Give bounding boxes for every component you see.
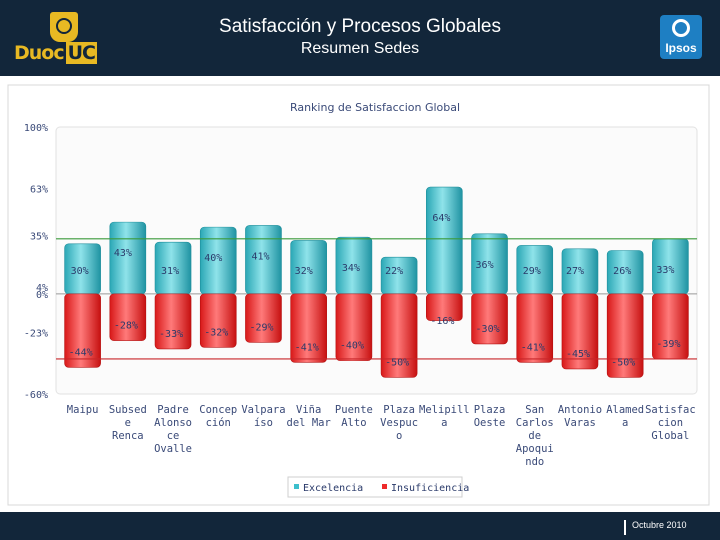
- bar-insuficiencia: [199, 293, 237, 348]
- data-label-excelencia: 41%: [251, 251, 269, 262]
- data-label-excelencia: 22%: [385, 266, 403, 277]
- data-label-excelencia: 27%: [566, 266, 584, 277]
- category-label: Melipill a: [419, 404, 470, 429]
- legend-label-excelencia: Excelencia: [303, 483, 363, 494]
- category-label: Antonio Varas: [558, 404, 602, 429]
- category-label: Satisfac cion Global: [645, 404, 696, 442]
- data-label-insuficiencia: -16%: [430, 316, 454, 327]
- bar-insuficiencia: [335, 293, 373, 361]
- bar-insuficiencia: [245, 293, 282, 343]
- page-title: Satisfacción y Procesos Globales: [219, 16, 501, 37]
- bar-insuficiencia: [606, 293, 644, 378]
- y-tick-label: 35%: [30, 231, 48, 242]
- bar-insuficiencia: [290, 293, 327, 363]
- category-label: Plaza Vespuc o: [380, 404, 418, 442]
- legend-box: [287, 476, 463, 498]
- bar-insuficiencia: [154, 293, 192, 350]
- category-label: Padre Alonso ce Ovalle: [154, 404, 192, 455]
- bar-insuficiencia: [64, 293, 101, 368]
- category-label: Subsed e Renca: [109, 404, 147, 442]
- category-label: Puente Alto: [335, 404, 373, 429]
- data-label-insuficiencia: -29%: [249, 322, 273, 333]
- bar-insuficiencia: [109, 293, 147, 341]
- bar-insuficiencia: [426, 293, 463, 321]
- bar-insuficiencia: [380, 293, 418, 378]
- footer-bar: [0, 512, 720, 540]
- data-label-excelencia: 64%: [432, 213, 450, 224]
- data-label-insuficiencia: -41%: [521, 342, 545, 353]
- data-label-excelencia: 33%: [656, 265, 674, 276]
- data-label-excelencia: 26%: [613, 266, 631, 277]
- y-tick-label: 63%: [30, 185, 48, 196]
- y-tick-label: 100%: [24, 123, 48, 134]
- shield-icon: [50, 12, 78, 42]
- data-label-insuficiencia: -33%: [159, 329, 183, 340]
- data-label-insuficiencia: -39%: [656, 339, 680, 350]
- category-label: San Carlos de Apoqui ndo: [516, 404, 554, 468]
- page-subtitle: Resumen Sedes: [300, 40, 420, 57]
- bar-insuficiencia: [471, 293, 508, 345]
- data-label-excelencia: 36%: [476, 260, 494, 271]
- ipsos-ring-icon: [672, 19, 690, 37]
- logo-suffix: UC: [65, 42, 97, 64]
- category-label: Concep ción: [199, 404, 237, 429]
- data-label-excelencia: 29%: [523, 266, 541, 277]
- category-label: Maipu: [67, 404, 99, 416]
- data-label-insuficiencia: -30%: [476, 324, 500, 335]
- bar-insuficiencia: [561, 293, 599, 370]
- data-label-insuficiencia: -28%: [114, 321, 138, 332]
- legend-label-insuficiencia: Insuficiencia: [391, 483, 469, 494]
- data-label-excelencia: 31%: [161, 266, 179, 277]
- y-tick-label: -60%: [24, 390, 48, 401]
- bar-excelencia: [426, 186, 463, 295]
- data-label-insuficiencia: -41%: [295, 342, 319, 353]
- category-label: Viña del Mar: [287, 404, 331, 429]
- plot-area: [55, 126, 698, 395]
- footer-date: Octubre 2010: [632, 520, 687, 530]
- bar-insuficiencia: [516, 293, 554, 363]
- category-label: Plaza Oeste: [474, 404, 506, 429]
- logo-prefix: Duoc: [14, 42, 65, 64]
- category-label: Alamed a: [606, 404, 644, 429]
- data-label-excelencia: 30%: [71, 266, 89, 277]
- y-tick-label: 4%: [36, 283, 48, 294]
- legend-swatch-excelencia: [294, 484, 299, 489]
- data-label-insuficiencia: -50%: [611, 357, 635, 368]
- footer-divider: [624, 520, 626, 535]
- y-tick-label: 0%: [36, 290, 48, 301]
- ipsos-logo-text: Ipsos: [665, 41, 697, 55]
- data-label-excelencia: 34%: [342, 263, 360, 274]
- chart-title: Ranking de Satisfaccion Global: [290, 101, 460, 114]
- data-label-excelencia: 40%: [204, 253, 222, 264]
- data-label-insuficiencia: -50%: [385, 357, 409, 368]
- duoc-uc-logo: Duoc UC: [14, 12, 97, 66]
- header-bar: Duoc UC Satisfacción y Procesos Globales …: [0, 0, 720, 76]
- data-label-insuficiencia: -45%: [566, 349, 590, 360]
- data-label-excelencia: 43%: [114, 248, 132, 259]
- data-label-insuficiencia: -40%: [340, 341, 364, 352]
- data-label-excelencia: 32%: [295, 266, 313, 277]
- y-tick-label: -23%: [24, 328, 48, 339]
- data-label-insuficiencia: -32%: [204, 327, 228, 338]
- data-label-insuficiencia: -44%: [69, 347, 93, 358]
- category-label: Valpara íso: [241, 404, 285, 429]
- ipsos-logo: Ipsos: [660, 15, 702, 59]
- satisfaction-chart: Ranking de Satisfaccion Global 100% 63% 35%…: [7, 84, 710, 506]
- legend-swatch-insuficiencia: [382, 484, 387, 489]
